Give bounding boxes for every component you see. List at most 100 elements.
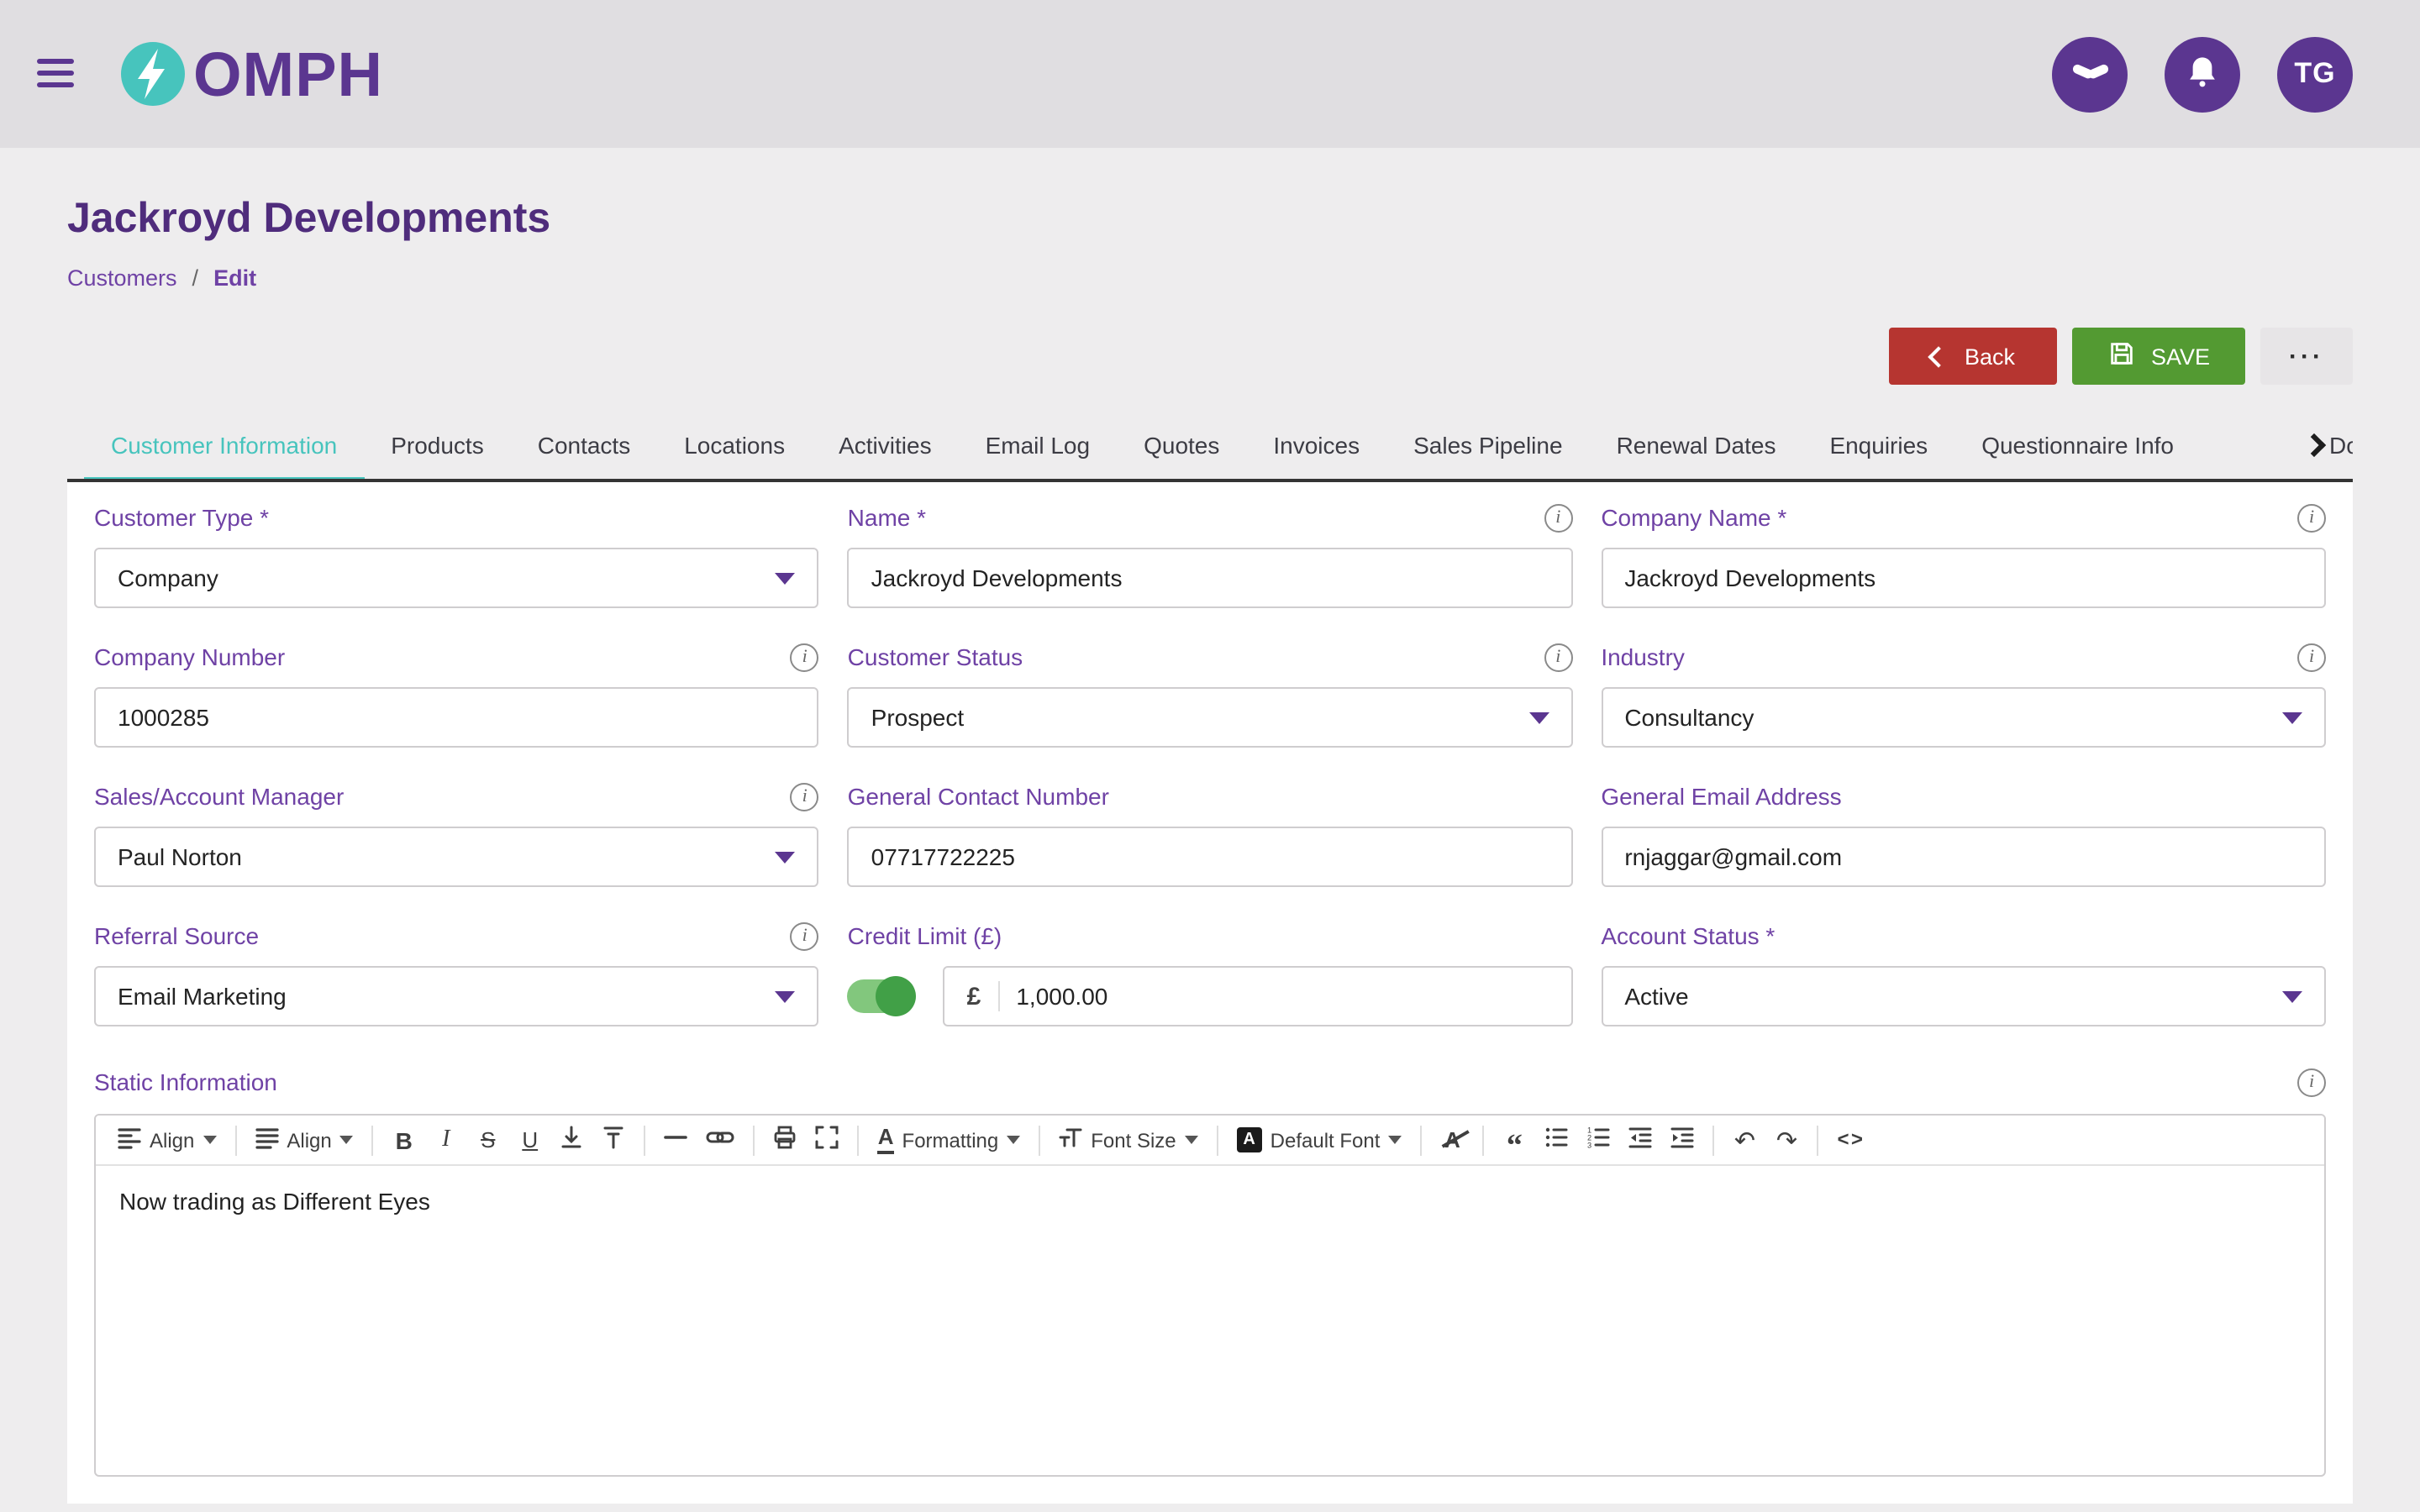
horizontal-rule-button[interactable]: [656, 1120, 697, 1160]
text-top-button[interactable]: [594, 1120, 634, 1160]
menu-icon[interactable]: [37, 59, 77, 89]
insert-link-button[interactable]: [698, 1120, 744, 1160]
tab-bar: Customer Information Products Contacts L…: [67, 412, 2353, 482]
info-icon[interactable]: i: [1544, 643, 1573, 671]
formatting-icon: A: [877, 1125, 894, 1154]
font-family-dropdown[interactable]: A Default Font: [1228, 1120, 1411, 1160]
toolbar-divider: [371, 1125, 374, 1155]
tab-email-log[interactable]: Email Log: [985, 432, 1091, 459]
blockquote-button[interactable]: “: [1494, 1120, 1534, 1163]
tab-sales-pipeline[interactable]: Sales Pipeline: [1413, 432, 1563, 459]
page-title: Jackroyd Developments: [67, 195, 551, 242]
breadcrumb: Customers / Edit: [67, 265, 2353, 291]
chevron-down-icon: [775, 991, 796, 1003]
general-email-address-input[interactable]: rnjaggar@gmail.com: [1601, 827, 2326, 887]
sales-account-manager-label: Sales/Account Manager: [94, 783, 345, 810]
save-icon: [2107, 339, 2136, 373]
industry-select[interactable]: Consultancy: [1601, 687, 2326, 748]
clear-formatting-button[interactable]: A: [1432, 1120, 1472, 1160]
industry-label: Industry: [1601, 643, 1685, 670]
printer-icon: [774, 1126, 797, 1154]
field-referral-source: Referral Source i Email Marketing: [94, 921, 819, 1026]
customer-type-label: Customer Type *: [94, 504, 270, 531]
print-button[interactable]: [765, 1120, 806, 1160]
breadcrumb-edit: Edit: [213, 265, 257, 291]
deals-button[interactable]: [2052, 36, 2128, 112]
chevron-down-icon: [1528, 712, 1549, 724]
text-bottom-button[interactable]: [552, 1120, 592, 1160]
italic-button[interactable]: I: [426, 1120, 466, 1160]
credit-limit-input[interactable]: £ 1,000.00: [943, 966, 1573, 1026]
save-label: SAVE: [2150, 344, 2210, 369]
tabs-scroll-right[interactable]: Do: [2302, 412, 2353, 479]
align-left-icon: [118, 1126, 141, 1154]
align-secondary-dropdown[interactable]: Align: [246, 1120, 361, 1160]
info-icon[interactable]: i: [790, 921, 819, 950]
tab-quotes[interactable]: Quotes: [1144, 432, 1220, 459]
main-content: Jackroyd Developments Customers / Edit B…: [0, 195, 2420, 1504]
info-icon[interactable]: i: [1544, 503, 1573, 532]
back-button[interactable]: Back: [1889, 328, 2057, 385]
field-account-status: Account Status * Active: [1601, 921, 2326, 1026]
fullscreen-button[interactable]: [808, 1120, 848, 1160]
field-industry: Industry i Consultancy: [1601, 642, 2326, 748]
info-icon[interactable]: i: [790, 782, 819, 811]
name-input[interactable]: Jackroyd Developments: [847, 548, 1573, 608]
code-view-button[interactable]: <>: [1828, 1120, 1873, 1160]
editor-content[interactable]: Now trading as Different Eyes: [96, 1166, 2324, 1475]
tab-customer-information[interactable]: Customer Information: [84, 412, 364, 479]
referral-source-select[interactable]: Email Marketing: [94, 966, 819, 1026]
tab-products[interactable]: Products: [391, 432, 484, 459]
customer-information-panel: Customer Type * Company Name * i Jackroy…: [67, 482, 2353, 1504]
customer-status-select[interactable]: Prospect: [847, 687, 1573, 748]
undo-button[interactable]: ↶: [1724, 1120, 1765, 1160]
font-family-label: Default Font: [1270, 1128, 1381, 1152]
indent-button[interactable]: [1662, 1120, 1702, 1160]
toolbar-divider: [234, 1125, 237, 1155]
formatting-dropdown[interactable]: A Formatting: [870, 1120, 1029, 1160]
strikethrough-button[interactable]: S: [468, 1120, 508, 1160]
action-bar: Back SAVE ···: [67, 328, 2353, 385]
customer-type-select[interactable]: Company: [94, 548, 819, 608]
notifications-button[interactable]: [2165, 36, 2240, 112]
font-size-dropdown[interactable]: Font Size: [1050, 1120, 1206, 1160]
underline-button[interactable]: U: [510, 1120, 550, 1160]
company-number-input[interactable]: 1000285: [94, 687, 819, 748]
company-name-input[interactable]: Jackroyd Developments: [1601, 548, 2326, 608]
tab-enquiries[interactable]: Enquiries: [1829, 432, 1928, 459]
bullet-list-button[interactable]: [1536, 1120, 1576, 1160]
general-email-address-value: rnjaggar@gmail.com: [1624, 843, 1843, 870]
redo-button[interactable]: ↷: [1766, 1120, 1807, 1160]
user-avatar[interactable]: TG: [2277, 36, 2353, 112]
chevron-down-icon: [1388, 1136, 1402, 1144]
app-logo[interactable]: OMPH: [118, 39, 383, 109]
header-right: TG: [2052, 36, 2353, 112]
more-actions-button[interactable]: ···: [2260, 328, 2353, 385]
general-contact-number-input[interactable]: 07717722225: [847, 827, 1573, 887]
info-icon[interactable]: i: [2297, 643, 2326, 671]
tab-activities[interactable]: Activities: [839, 432, 932, 459]
tab-invoices[interactable]: Invoices: [1273, 432, 1360, 459]
bold-button[interactable]: B: [384, 1120, 424, 1160]
tab-locations[interactable]: Locations: [684, 432, 786, 459]
credit-limit-toggle[interactable]: [847, 976, 917, 1016]
info-icon[interactable]: i: [2297, 503, 2326, 532]
chevron-down-icon: [2282, 991, 2302, 1003]
tab-contacts[interactable]: Contacts: [537, 432, 631, 459]
account-status-select[interactable]: Active: [1601, 966, 2326, 1026]
tab-questionnaire-info[interactable]: Questionnaire Info: [1981, 432, 2174, 459]
info-icon[interactable]: i: [2297, 1068, 2326, 1096]
toolbar-divider: [1817, 1125, 1819, 1155]
align-justify-icon: [255, 1126, 278, 1154]
align-dropdown[interactable]: Align: [109, 1120, 224, 1160]
save-button[interactable]: SAVE: [2072, 328, 2245, 385]
tab-renewal-dates[interactable]: Renewal Dates: [1616, 432, 1776, 459]
sales-account-manager-select[interactable]: Paul Norton: [94, 827, 819, 887]
breadcrumb-customers[interactable]: Customers: [67, 265, 177, 291]
outdent-button[interactable]: [1620, 1120, 1660, 1160]
info-icon[interactable]: i: [790, 643, 819, 671]
referral-source-label: Referral Source: [94, 922, 260, 949]
company-name-value: Jackroyd Developments: [1624, 564, 1876, 591]
